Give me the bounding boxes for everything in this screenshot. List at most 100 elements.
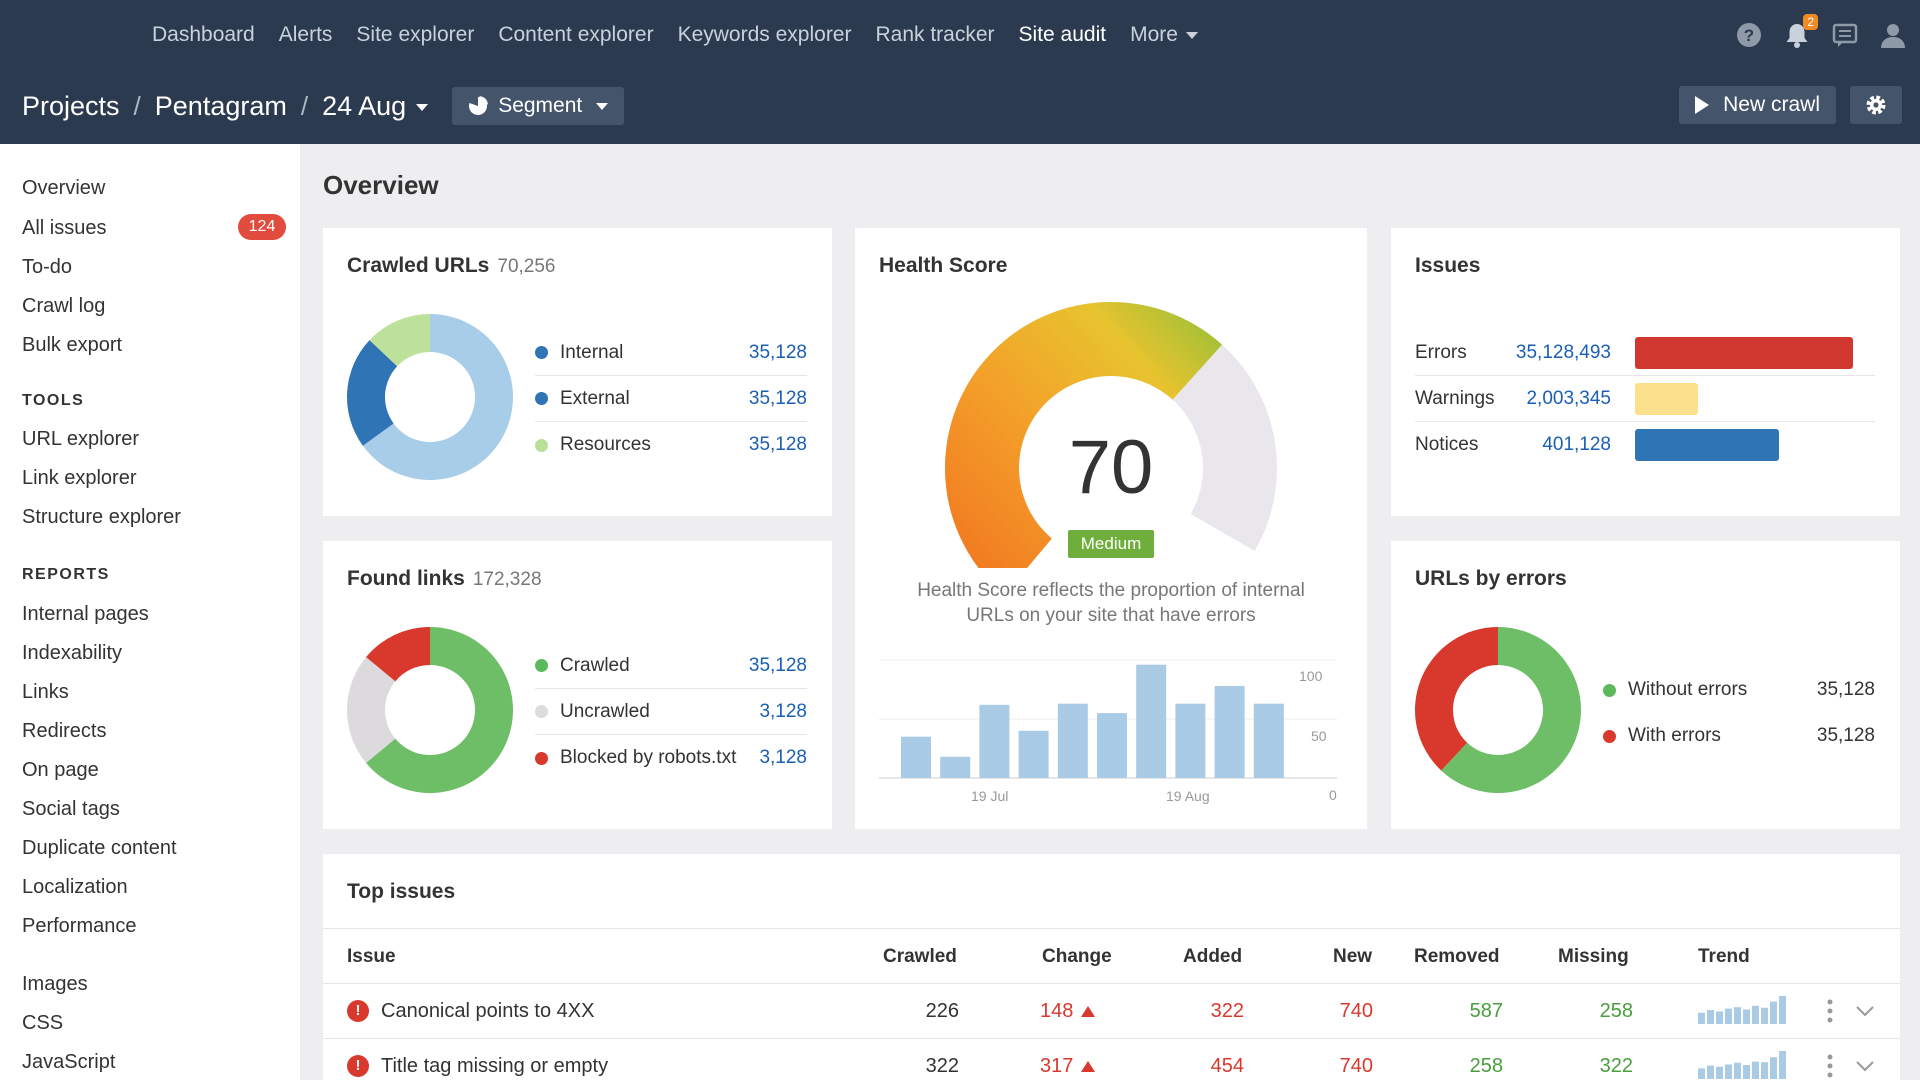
help-icon[interactable]: ? (1736, 22, 1762, 48)
health-desc-line-1: Health Score reflects the proportion of … (917, 580, 1305, 601)
column-header-issue[interactable]: Issue (347, 946, 396, 967)
nav-dashboard[interactable]: Dashboard (152, 23, 255, 46)
column-header-trend[interactable]: Trend (1698, 946, 1750, 967)
nav-keywords-explorer[interactable]: Keywords explorer (677, 23, 852, 46)
play-icon (1695, 96, 1710, 114)
sparkline-bar-0 (1698, 1012, 1705, 1024)
legend-value[interactable]: 35,128 (1816, 725, 1875, 746)
sidebar-item-social-tags[interactable]: Social tags (22, 798, 120, 820)
issue-row-notices[interactable]: Notices 401,128 (1415, 422, 1875, 468)
sidebar-item-structure-explorer[interactable]: Structure explorer (22, 506, 181, 528)
column-header-added[interactable]: Added (1183, 946, 1243, 967)
legend-value[interactable]: 35,128 (748, 434, 807, 455)
page-title: Overview (323, 170, 439, 200)
expand-chevron-icon[interactable] (1856, 1004, 1874, 1017)
legend-dot (535, 392, 548, 405)
breadcrumb: Projects / Pentagram / 24 Aug Segment (22, 86, 625, 126)
cell-change: 148 (1040, 1000, 1096, 1023)
nav-rank-tracker[interactable]: Rank tracker (875, 23, 995, 46)
legend-value[interactable]: 35,128 (1816, 679, 1875, 700)
crawl-date-dropdown[interactable]: 24 Aug (322, 91, 429, 122)
donut-slice-0 (362, 314, 513, 480)
cell-new: 740 (1339, 1055, 1373, 1077)
sidebar-item-indexability[interactable]: Indexability (22, 642, 123, 664)
donut-slice-0 (366, 627, 513, 793)
sidebar-item-images[interactable]: Images (22, 973, 88, 995)
user-avatar-icon[interactable] (1880, 22, 1906, 48)
breadcrumb-project[interactable]: Pentagram (154, 90, 287, 121)
legend-row-internal[interactable]: Internal 35,128 (535, 330, 807, 376)
nav-more[interactable]: More (1118, 16, 1210, 54)
issue-label: Errors (1415, 341, 1467, 363)
issue-name-link[interactable]: Canonical points to 4XX (381, 1000, 595, 1022)
legend-value[interactable]: 35,128 (748, 387, 807, 409)
legend-value[interactable]: 3,128 (759, 747, 807, 768)
nav-site-explorer[interactable]: Site explorer (356, 23, 475, 46)
sidebar-item-link-explorer[interactable]: Link explorer (22, 467, 137, 489)
new-crawl-button[interactable]: New crawl (1679, 86, 1836, 124)
sidebar-item-localization[interactable]: Localization (22, 876, 128, 898)
issue-value[interactable]: 401,128 (1542, 434, 1611, 455)
column-header-change[interactable]: Change (1042, 946, 1112, 967)
crawled-urls-title: Crawled URLs 70,256 (347, 254, 556, 278)
column-header-removed[interactable]: Removed (1414, 946, 1500, 967)
sidebar-item-bulk-export[interactable]: Bulk export (22, 334, 123, 356)
column-header-crawled[interactable]: Crawled (883, 946, 957, 967)
legend-value[interactable]: 3,128 (759, 700, 807, 722)
breadcrumb-projects[interactable]: Projects (22, 90, 120, 121)
legend-row-blocked[interactable]: Blocked by robots.txt 3,128 (535, 735, 807, 781)
sidebar-item-overview[interactable]: Overview (22, 177, 106, 199)
chart-bar-2 (979, 704, 1010, 778)
sidebar-item-duplicate-content[interactable]: Duplicate content (22, 837, 177, 859)
issue-row-warnings[interactable]: Warnings 2,003,345 (1415, 376, 1875, 422)
messages-icon[interactable] (1832, 22, 1858, 48)
sidebar-item-links[interactable]: Links (22, 681, 69, 703)
sparkline-bar-0 (1698, 1068, 1705, 1079)
legend-row-uncrawled[interactable]: Uncrawled 3,128 (535, 689, 807, 735)
legend-row-resources[interactable]: Resources 35,128 (535, 422, 807, 468)
cell-removed: 587 (1469, 1000, 1503, 1022)
svg-text:?: ? (1744, 26, 1754, 45)
legend-row-with-errors[interactable]: With errors 35,128 (1603, 713, 1875, 759)
triangle-up-icon (1081, 1061, 1096, 1073)
legend-label: Without errors (1628, 679, 1748, 700)
issue-row-errors[interactable]: Errors 35,128,493 (1415, 330, 1875, 376)
donut-segments (1415, 627, 1581, 793)
legend-row-external[interactable]: External 35,128 (535, 376, 807, 422)
sidebar-item-internal-pages[interactable]: Internal pages (22, 603, 149, 625)
breadcrumb-separator: / (133, 90, 141, 121)
issue-value[interactable]: 35,128,493 (1515, 341, 1611, 363)
more-options-icon[interactable] (1826, 1053, 1834, 1079)
sidebar-item-crawl-log[interactable]: Crawl log (22, 295, 106, 317)
segment-button[interactable]: Segment (452, 87, 625, 125)
more-options-icon[interactable] (1826, 998, 1834, 1024)
chart-bar-6 (1136, 664, 1167, 778)
nav-content-explorer[interactable]: Content explorer (498, 23, 654, 46)
nav-site-audit[interactable]: Site audit (1018, 23, 1107, 46)
issue-value[interactable]: 2,003,345 (1526, 387, 1611, 409)
legend-row-crawled[interactable]: Crawled 35,128 (535, 643, 807, 689)
sidebar-item-redirects[interactable]: Redirects (22, 720, 107, 742)
column-header-new[interactable]: New (1333, 946, 1373, 967)
sidebar-item-performance[interactable]: Performance (22, 915, 137, 937)
legend-value[interactable]: 35,128 (748, 654, 807, 676)
y-tick-50: 50 (1311, 728, 1327, 744)
nav-alerts[interactable]: Alerts (278, 23, 333, 46)
sidebar-item-all-issues[interactable]: All issues (22, 217, 107, 239)
sidebar-item-javascript[interactable]: JavaScript (22, 1051, 116, 1073)
notifications-bell-icon[interactable]: 2 (1784, 14, 1818, 48)
column-header-missing[interactable]: Missing (1558, 946, 1629, 967)
sidebar-item-todo[interactable]: To-do (22, 256, 73, 278)
sidebar-item-css[interactable]: CSS (22, 1012, 64, 1034)
legend-row-without-errors[interactable]: Without errors 35,128 (1603, 667, 1875, 713)
sparkline-bar-8 (1770, 1057, 1777, 1079)
legend-value[interactable]: 35,128 (748, 341, 807, 363)
issue-name-link[interactable]: Title tag missing or empty (381, 1055, 609, 1077)
settings-button[interactable] (1850, 86, 1902, 124)
sparkline-bar-6 (1752, 1005, 1759, 1024)
sidebar-item-url-explorer[interactable]: URL explorer (22, 428, 140, 450)
gauge-fill (945, 302, 1223, 568)
sidebar-item-on-page[interactable]: On page (22, 759, 99, 781)
expand-chevron-icon[interactable] (1856, 1059, 1874, 1072)
legend-dot (1603, 729, 1616, 743)
